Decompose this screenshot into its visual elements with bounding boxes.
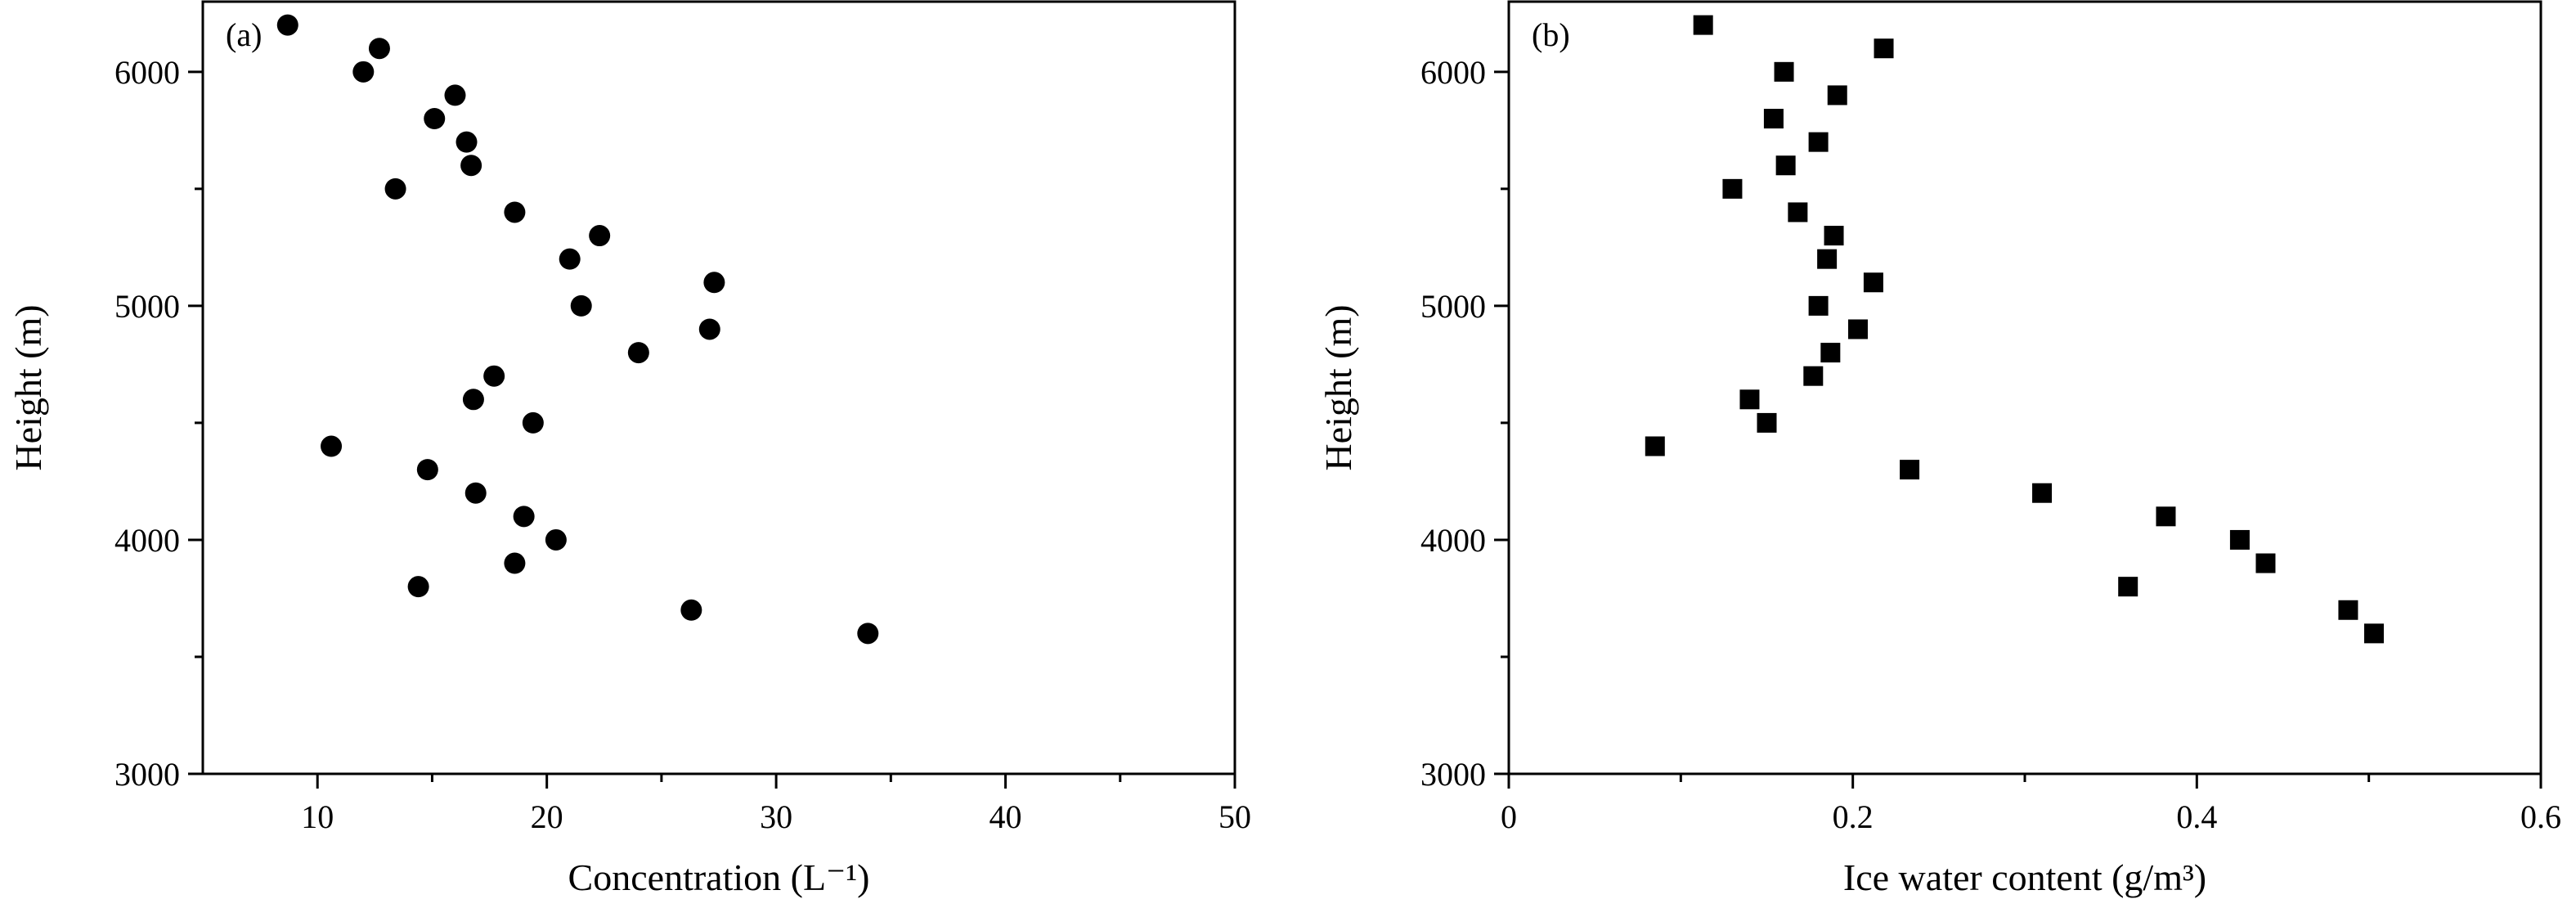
panel-b-label: (b) <box>1532 16 1570 53</box>
panel-a-y-tick-label: 4000 <box>114 522 180 559</box>
panel-a-data-point <box>522 411 544 434</box>
panel-b-data-point <box>1863 272 1883 293</box>
panel-b-data-point <box>1824 226 1844 246</box>
panel-b: 0 0.2 0.4 0.6 3000 4000 5000 6000 (b) Ice water… <box>1317 0 2561 898</box>
panel-a-data-point <box>276 14 298 36</box>
panel-b-data-point <box>1763 109 1784 129</box>
panel-b-data-point <box>1739 389 1760 410</box>
panel-a-data-point <box>321 435 343 457</box>
panel-a-label: (a) <box>226 16 262 53</box>
panel-b-data-point <box>1820 343 1841 363</box>
panel-a-y-tick-label: 5000 <box>114 288 180 325</box>
panel-a: 10 20 30 40 50 3000 4000 5000 6000 (a) Concentra… <box>7 0 1251 898</box>
panel-a-y-tick-label: 6000 <box>114 54 180 91</box>
panel-a-data-point <box>504 552 526 574</box>
panel-b-y-tick-label: 5000 <box>1420 288 1486 325</box>
panel-a-data-point <box>444 84 466 106</box>
panel-b-data-point <box>1808 295 1829 316</box>
panel-b-x-tick-label: 0.4 <box>2176 798 2217 835</box>
panel-b-data-point <box>2032 483 2053 503</box>
panel-b-y-tick-label: 4000 <box>1420 522 1486 559</box>
panel-a-data-point <box>589 225 611 247</box>
panel-a-y-tick-label: 3000 <box>114 756 180 793</box>
panel-b-data-point <box>1874 38 1894 59</box>
panel-a-data-point <box>857 623 879 645</box>
panel-a-data-point <box>545 528 567 551</box>
panel-a-data-point <box>680 599 702 621</box>
panel-b-data-point <box>1803 366 1824 386</box>
panel-b-data-point <box>1788 202 1808 223</box>
panel-b-y-tick-label: 6000 <box>1420 54 1486 91</box>
panel-b-x-axis-label: Ice water content (g/m³) <box>1843 856 2206 898</box>
panel-b-data-point <box>1817 249 1838 269</box>
panel-a-x-tick-label: 10 <box>301 798 334 835</box>
panel-a-data-point <box>456 131 478 153</box>
panel-b-x-tick-label: 0 <box>1501 798 1517 835</box>
panel-a-data-point <box>627 342 649 364</box>
panel-a-data-point <box>504 201 526 223</box>
panel-a-x-tick-label: 20 <box>531 798 563 835</box>
panel-b-data-point <box>2229 529 2250 550</box>
panel-b-y-axis-label: Height (m) <box>1317 304 1359 470</box>
panel-a-x-tick-label: 30 <box>760 798 792 835</box>
panel-a-data-point <box>416 459 438 481</box>
panel-a-x-axis-label: Concentration (L⁻¹) <box>568 856 870 898</box>
panel-b-data-point <box>2156 506 2176 527</box>
panel-a-tick-labels: 10 20 30 40 50 3000 4000 5000 6000 <box>114 54 1251 835</box>
panel-a-data-point <box>407 576 429 598</box>
panel-b-data-point <box>1722 178 1743 199</box>
panel-a-data-point <box>368 38 390 60</box>
panel-a-data-point <box>384 178 406 200</box>
panel-a-plot-frame <box>201 0 1236 775</box>
panel-a-x-tick-label: 50 <box>1218 798 1251 835</box>
panel-b-data-point <box>1645 436 1665 456</box>
panel-a-data-point <box>559 248 581 270</box>
panel-b-data-point <box>1900 460 1920 480</box>
panel-b-data-point <box>1847 319 1868 339</box>
panel-b-x-tick-label: 0.6 <box>2520 798 2561 835</box>
panel-a-data-point <box>424 108 446 130</box>
panel-b-data-point <box>1693 15 1713 35</box>
panel-a-points <box>276 14 879 645</box>
panel-a-data-point <box>703 272 725 294</box>
panel-b-data-point <box>1775 155 1796 176</box>
panel-a-data-point <box>570 294 592 317</box>
panel-b-ticks <box>1494 70 2542 789</box>
panel-b-data-point <box>1827 85 1847 106</box>
panel-a-data-point <box>513 506 535 528</box>
panel-a-data-point <box>352 61 375 83</box>
panel-a-data-point <box>460 155 482 177</box>
panel-b-x-tick-label: 0.2 <box>1833 798 1874 835</box>
panel-b-plot-frame <box>1507 0 2542 775</box>
panel-b-data-point <box>1757 412 1777 433</box>
panel-a-y-axis-label: Height (m) <box>7 304 49 470</box>
panel-b-tick-labels: 0 0.2 0.4 0.6 3000 4000 5000 6000 <box>1420 54 2561 835</box>
panel-b-points <box>1645 15 2384 644</box>
panel-b-data-point <box>2363 623 2384 644</box>
panel-b-data-point <box>2118 577 2138 597</box>
panel-b-data-point <box>1774 61 1794 82</box>
panel-a-ticks <box>188 70 1236 789</box>
panel-a-data-point <box>698 318 720 340</box>
panel-b-data-point <box>1808 132 1829 152</box>
panel-a-data-point <box>464 482 487 504</box>
panel-a-data-point <box>483 365 505 387</box>
panel-b-y-tick-label: 3000 <box>1420 756 1486 793</box>
panel-a-x-tick-label: 40 <box>990 798 1022 835</box>
panel-b-data-point <box>2255 553 2276 573</box>
panel-a-data-point <box>462 389 484 411</box>
panel-b-data-point <box>2338 600 2358 620</box>
